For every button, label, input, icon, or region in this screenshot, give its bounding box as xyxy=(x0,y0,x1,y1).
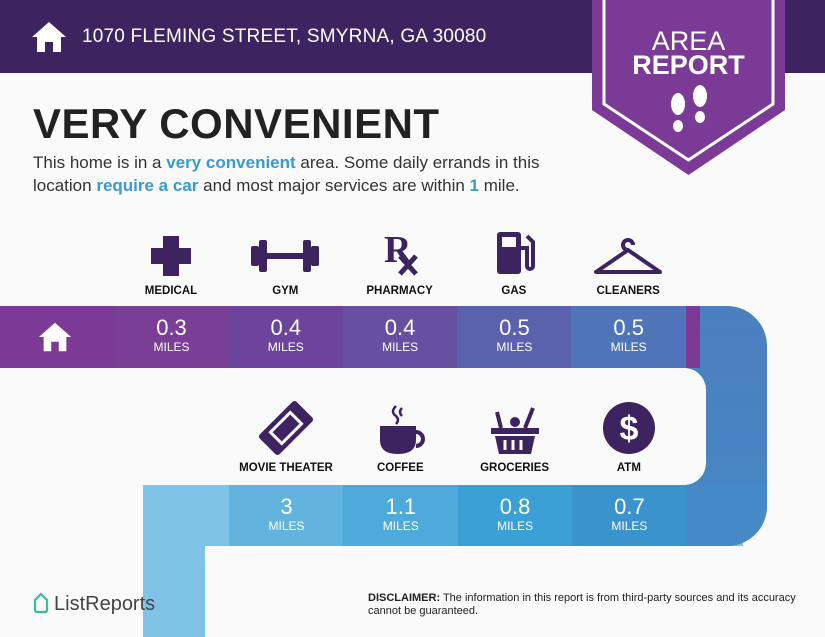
row1-distance-cell: 0.4 MILES xyxy=(342,306,458,368)
row2-label: MOVIE THEATER xyxy=(239,462,333,474)
distance-value: 0.3 xyxy=(156,315,187,340)
row1-label: GAS xyxy=(501,285,527,297)
distance-unit: MILES xyxy=(610,340,647,354)
distance-value: 0.4 xyxy=(270,315,302,340)
distance-unit: MILES xyxy=(611,519,648,533)
dollar-icon: $ xyxy=(602,402,655,454)
distance-value: 0.5 xyxy=(613,315,644,340)
distance-unit: MILES xyxy=(382,340,419,354)
gas-pump-icon xyxy=(496,232,535,274)
row1-label: CLEANERS xyxy=(596,285,660,297)
logo-icon xyxy=(33,592,49,614)
row2-distance-cell: 1.1 MILES xyxy=(343,485,459,546)
address: 1070 FLEMING STREET, SMYRNA, GA 30080 xyxy=(82,26,487,47)
distance-unit: MILES xyxy=(382,519,419,533)
row2-label: COFFEE xyxy=(376,462,424,474)
coffee-cup-icon xyxy=(380,405,426,454)
row1-distance-cell: 0.5 MILES xyxy=(571,306,687,368)
home-start-icon xyxy=(38,322,72,352)
row1-label: MEDICAL xyxy=(144,285,198,297)
distance-value: 0.8 xyxy=(499,494,531,519)
distance-unit: MILES xyxy=(267,340,304,354)
description: This home is in a very convenient area. … xyxy=(33,153,540,195)
distance-unit: MILES xyxy=(497,519,534,533)
area-report-banner: AREA REPORT xyxy=(592,0,785,175)
row2-distance-cell: 0.7 MILES xyxy=(571,485,687,546)
distance-value: 0.7 xyxy=(614,494,645,519)
svg-text:$: $ xyxy=(619,410,638,448)
banner-line1: AREA xyxy=(651,26,726,56)
listreports-logo[interactable]: ListReports xyxy=(32,592,155,616)
disclaimer: DISCLAIMER: The information in this repo… xyxy=(368,592,796,617)
distance-value: 0.4 xyxy=(384,315,416,340)
distance-unit: MILES xyxy=(268,519,305,533)
footsteps-icon xyxy=(671,85,707,132)
page-title: VERY CONVENIENT xyxy=(33,100,440,147)
distance-unit: MILES xyxy=(496,340,533,354)
distance-value: 0.5 xyxy=(499,315,530,340)
row1-distance-cell: 0.3 MILES xyxy=(114,306,229,368)
row1-label: GYM xyxy=(272,285,299,297)
row2-distance-cell: 3 MILES xyxy=(229,485,344,546)
row2-label: GROCERIES xyxy=(480,462,550,474)
home-icon xyxy=(32,22,66,52)
row2-label: ATM xyxy=(616,462,641,474)
rx-icon: R xyxy=(384,229,418,276)
ticket-icon xyxy=(258,400,314,456)
row1-distance-cell: 0.4 MILES xyxy=(228,306,344,368)
medical-cross-icon xyxy=(151,236,191,276)
row1-label: PHARMACY xyxy=(366,285,433,297)
hanger-icon xyxy=(594,238,663,274)
row1-distance-cell: 0.5 MILES xyxy=(456,306,572,368)
basket-icon xyxy=(490,407,539,454)
distance-value: 1.1 xyxy=(385,494,417,519)
distance-value: 3 xyxy=(280,494,293,519)
banner-line2: REPORT xyxy=(632,50,745,80)
row2-distance-cell: 0.8 MILES xyxy=(457,485,573,546)
distance-unit: MILES xyxy=(153,340,190,354)
dumbbell-icon xyxy=(251,240,320,272)
